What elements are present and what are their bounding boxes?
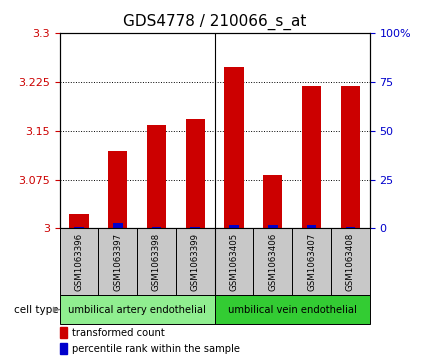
Bar (108, 151, 128, 228)
Bar (190, 227, 200, 228)
Bar (60, 327, 67, 338)
Bar (268, 225, 278, 228)
Text: GSM1063398: GSM1063398 (152, 233, 161, 291)
Bar (152, 227, 162, 228)
Bar (331, 228, 370, 295)
Bar (307, 225, 317, 228)
Bar (98, 228, 137, 295)
Bar (147, 125, 166, 228)
Bar (229, 225, 239, 228)
Text: umbilical vein endothelial: umbilical vein endothelial (228, 305, 357, 315)
Bar (69, 214, 88, 228)
Text: percentile rank within the sample: percentile rank within the sample (72, 344, 240, 354)
Text: GSM1063396: GSM1063396 (74, 233, 83, 291)
Title: GDS4778 / 210066_s_at: GDS4778 / 210066_s_at (123, 14, 306, 30)
Bar (302, 86, 321, 228)
Bar (137, 228, 176, 295)
Bar (253, 228, 292, 295)
Text: transformed count: transformed count (72, 328, 164, 338)
Text: GSM1063405: GSM1063405 (230, 233, 238, 291)
Bar (341, 86, 360, 228)
Bar (263, 175, 283, 228)
Bar (346, 227, 355, 228)
Bar (113, 223, 122, 228)
Text: GSM1063397: GSM1063397 (113, 233, 122, 291)
Text: GSM1063408: GSM1063408 (346, 233, 355, 291)
Bar (176, 228, 215, 295)
Text: cell type: cell type (14, 305, 59, 315)
Bar (215, 295, 370, 324)
Text: GSM1063406: GSM1063406 (268, 233, 277, 291)
Bar (292, 228, 331, 295)
Text: GSM1063407: GSM1063407 (307, 233, 316, 291)
Bar (215, 228, 253, 295)
Bar (60, 228, 98, 295)
Bar (74, 227, 84, 228)
Text: GSM1063399: GSM1063399 (191, 233, 200, 291)
Bar (224, 66, 244, 228)
Text: umbilical artery endothelial: umbilical artery endothelial (68, 305, 206, 315)
Bar (60, 343, 67, 354)
Bar (186, 119, 205, 228)
Bar (60, 295, 215, 324)
